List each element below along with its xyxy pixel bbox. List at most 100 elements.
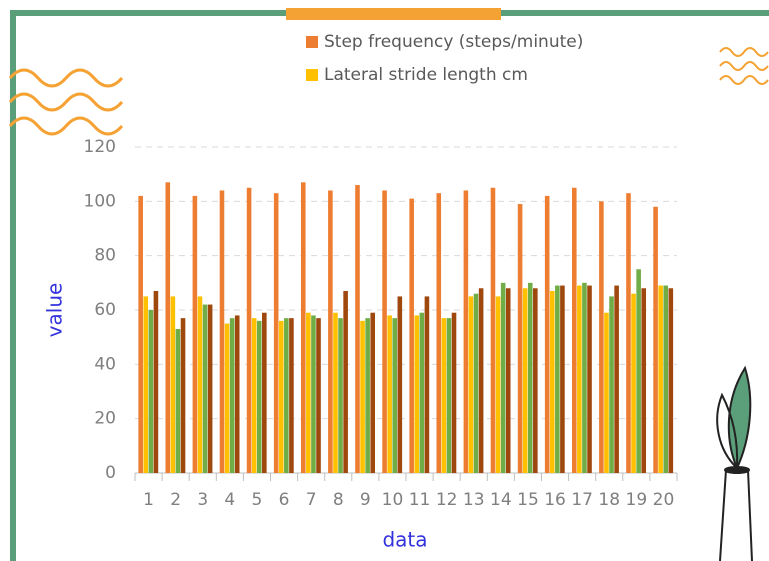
bar — [262, 313, 267, 473]
legend-label: Lateral stride length cm — [324, 65, 528, 85]
x-tick-label: 13 — [463, 490, 485, 510]
waves-left — [10, 70, 122, 134]
bar — [165, 182, 170, 473]
bar — [582, 283, 587, 473]
bar — [636, 269, 641, 473]
bar — [560, 286, 565, 473]
bar — [414, 315, 419, 473]
bar — [301, 182, 306, 473]
x-tick-label: 18 — [598, 490, 620, 510]
bar — [447, 318, 452, 473]
bar — [641, 288, 646, 473]
x-tick-label: 6 — [279, 490, 290, 510]
bar — [289, 318, 294, 473]
bar — [257, 321, 262, 473]
bar — [333, 313, 338, 473]
x-tick-label: 20 — [653, 490, 675, 510]
bar — [154, 291, 159, 473]
bar — [279, 321, 284, 473]
x-tick-label: 14 — [490, 490, 512, 510]
bar — [506, 288, 511, 473]
bar — [550, 291, 555, 473]
y-tick-label: 100 — [84, 191, 116, 211]
x-axis-title: data — [382, 528, 427, 552]
x-tick-label: 1 — [143, 490, 154, 510]
x-tick-label: 19 — [626, 490, 648, 510]
bar — [626, 193, 631, 473]
y-tick-label: 80 — [94, 246, 116, 266]
bar — [274, 193, 279, 473]
bar — [203, 305, 208, 473]
bar — [669, 288, 674, 473]
bar — [208, 305, 213, 473]
x-tick-label: 12 — [436, 490, 458, 510]
bar — [171, 296, 176, 473]
bar — [663, 286, 668, 473]
bar — [193, 196, 198, 473]
bar — [528, 283, 533, 473]
bar — [474, 294, 479, 473]
legend-swatch — [306, 36, 318, 48]
bar — [181, 318, 186, 473]
bar — [609, 296, 614, 473]
bar — [370, 313, 375, 473]
x-tick-label: 2 — [170, 490, 181, 510]
y-tick-label: 120 — [84, 137, 116, 157]
x-tick-label: 15 — [517, 490, 539, 510]
bar — [176, 329, 181, 473]
y-tick-label: 60 — [94, 300, 116, 320]
bar — [614, 286, 619, 473]
bar — [338, 318, 343, 473]
bar — [577, 286, 582, 473]
bar — [469, 296, 474, 473]
y-tick-label: 0 — [105, 463, 116, 483]
bar — [143, 296, 148, 473]
bar — [555, 286, 560, 473]
bar — [225, 324, 230, 473]
bar — [306, 313, 311, 473]
bar — [409, 199, 414, 473]
bar — [631, 294, 636, 473]
bar — [545, 196, 550, 473]
bar — [149, 310, 154, 473]
x-tick-label: 8 — [333, 490, 344, 510]
y-tick-label: 40 — [94, 354, 116, 374]
bar — [316, 318, 321, 473]
bar — [284, 318, 289, 473]
bar — [392, 318, 397, 473]
bar — [420, 313, 425, 473]
bar — [464, 190, 469, 473]
bar — [604, 313, 609, 473]
bar — [436, 193, 441, 473]
bar — [220, 190, 225, 473]
bar — [523, 288, 528, 473]
waves-right — [720, 48, 768, 84]
bar — [587, 286, 592, 473]
bar — [355, 185, 360, 473]
bar — [398, 296, 403, 473]
y-axis-title: value — [43, 283, 67, 338]
x-tick-label: 5 — [252, 490, 263, 510]
legend-label: Step frequency (steps/minute) — [324, 32, 583, 52]
bar — [360, 321, 365, 473]
bar — [653, 207, 658, 473]
x-tick-label: 10 — [382, 490, 404, 510]
bar — [479, 288, 484, 473]
plant — [717, 368, 752, 561]
x-tick-label: 11 — [409, 490, 431, 510]
top-accent — [286, 8, 501, 20]
bar — [425, 296, 430, 473]
bar — [533, 288, 538, 473]
bar — [235, 315, 240, 473]
x-tick-label: 3 — [197, 490, 208, 510]
x-tick-label: 4 — [224, 490, 235, 510]
x-tick-label: 16 — [544, 490, 566, 510]
bar — [328, 190, 333, 473]
bar — [365, 318, 370, 473]
chart: data value 02040608010012012345678910111… — [0, 0, 769, 561]
legend-swatch — [306, 69, 318, 81]
bar — [442, 318, 447, 473]
border-left — [10, 10, 16, 561]
bar — [387, 315, 392, 473]
bar — [496, 296, 501, 473]
